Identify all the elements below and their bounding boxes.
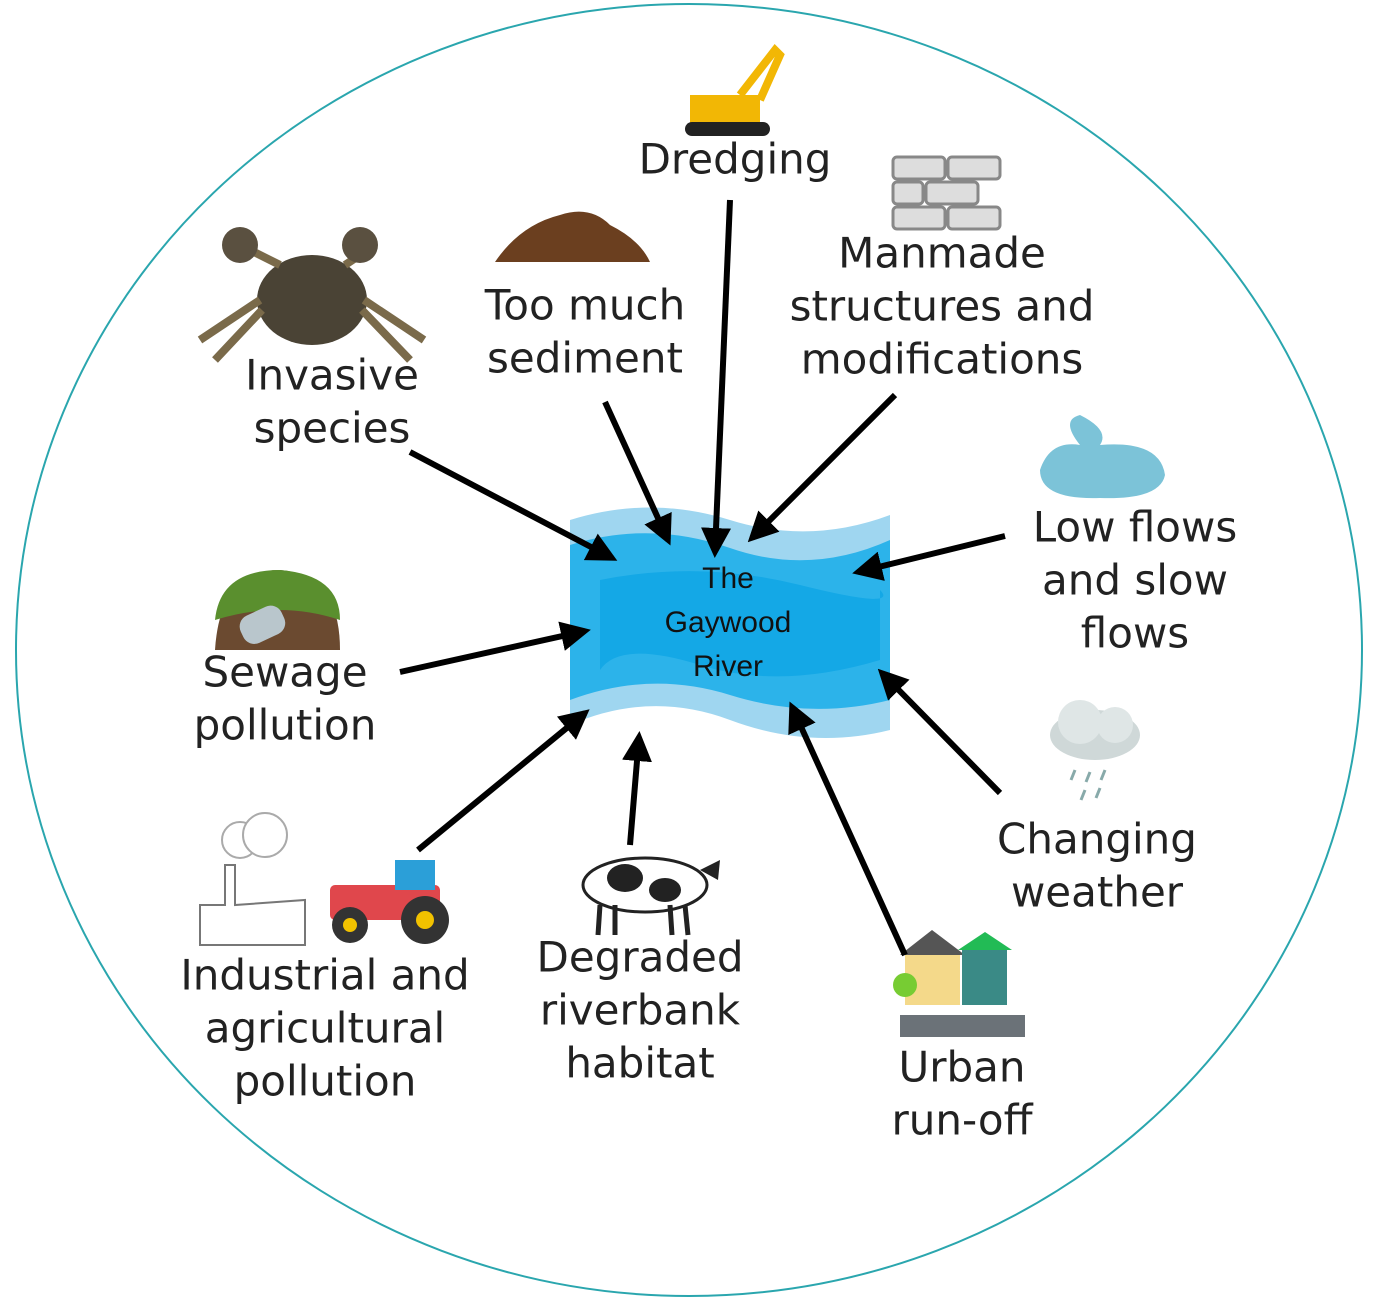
- node-label: pollution: [194, 701, 377, 750]
- node-label: riverbank: [540, 986, 741, 1035]
- center-label: Gaywood: [665, 606, 792, 639]
- node-label: and slow: [1042, 556, 1228, 605]
- node-label: agricultural: [205, 1004, 445, 1053]
- node-label: Too much: [484, 281, 686, 330]
- node-label: Industrial and: [180, 951, 469, 1000]
- node-label: Degraded: [536, 933, 743, 982]
- node-label: modifications: [801, 335, 1084, 384]
- node-label: Urban: [898, 1043, 1025, 1092]
- node-label: Sewage: [202, 648, 367, 697]
- node-label: run-off: [891, 1096, 1033, 1145]
- node-label: structures and: [790, 282, 1095, 331]
- center-label: The: [702, 562, 754, 595]
- node-label: sediment: [487, 334, 683, 383]
- node-label: species: [254, 404, 411, 453]
- node-label: Manmade: [838, 229, 1046, 278]
- node-label: Invasive: [245, 351, 419, 400]
- node-label: Changing: [997, 815, 1197, 864]
- center-label: River: [693, 650, 763, 683]
- node-label: weather: [1011, 868, 1184, 917]
- node-label: flows: [1081, 609, 1189, 658]
- node-label: habitat: [565, 1039, 714, 1088]
- diagram: Dredging Too muchsediment Manmadestructure…: [0, 0, 1378, 1299]
- node-label: Low flows: [1033, 503, 1237, 552]
- node-label: pollution: [234, 1057, 417, 1106]
- node-label: Dredging: [639, 135, 832, 184]
